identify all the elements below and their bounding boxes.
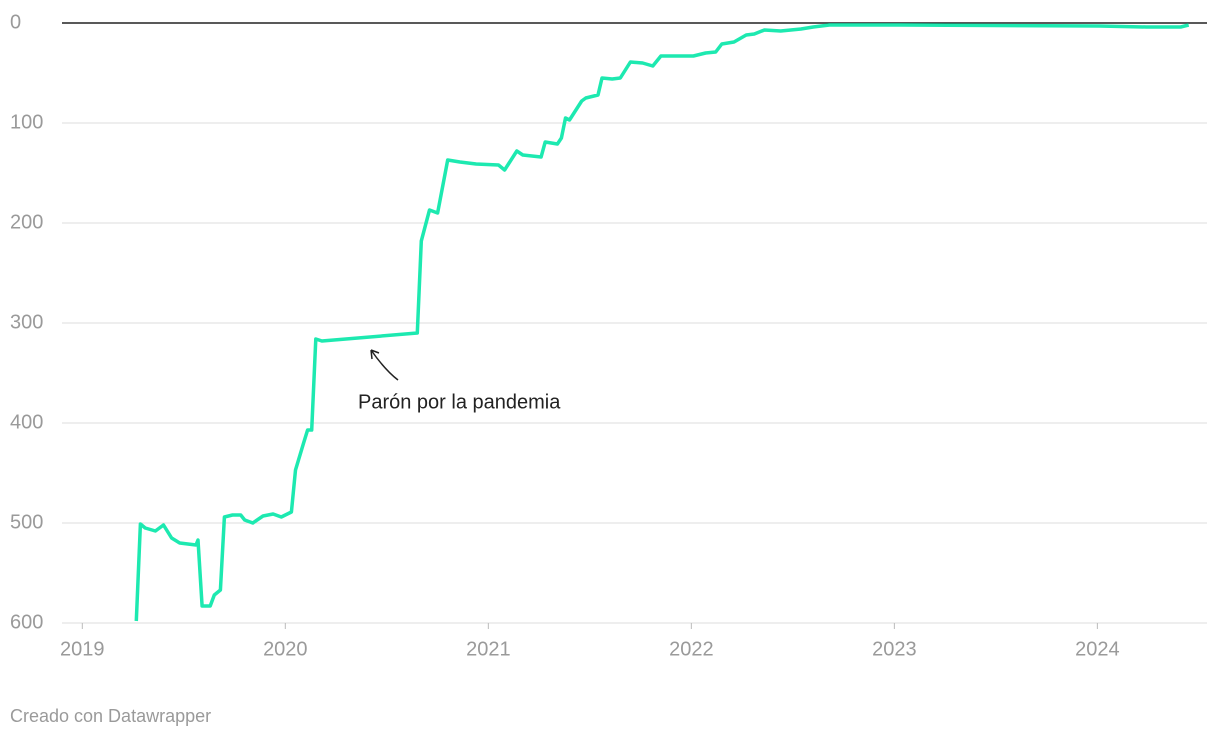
y-tick-label: 300 (10, 311, 43, 333)
data-line (134, 23, 1190, 622)
y-tick-label: 600 (10, 611, 43, 633)
x-tick-label: 2023 (872, 638, 917, 660)
x-tick-label: 2019 (60, 638, 105, 660)
x-tick-label: 2020 (263, 638, 308, 660)
y-tick-label: 100 (10, 111, 43, 133)
x-tick-label: 2022 (669, 638, 714, 660)
x-tick-label: 2021 (466, 638, 511, 660)
y-tick-label: 200 (10, 211, 43, 233)
y-tick-label: 500 (10, 511, 43, 533)
y-tick-label: 400 (10, 411, 43, 433)
credit: Creado con Datawrapper (10, 706, 211, 726)
annotation: Parón por la pandemia (358, 391, 561, 413)
y-tick-label: 0 (10, 11, 21, 33)
annotation-arrow (370, 349, 399, 381)
x-tick-label: 2024 (1075, 638, 1120, 660)
